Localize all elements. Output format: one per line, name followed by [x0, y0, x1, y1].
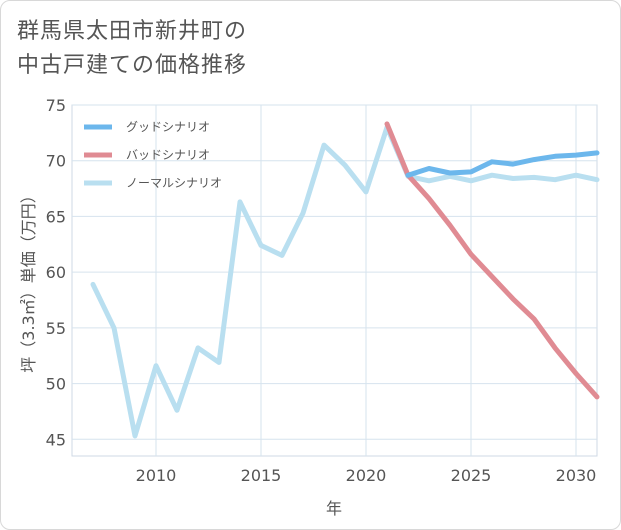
x-axis-label: 年: [326, 499, 342, 518]
x-tick-label: 2020: [346, 466, 387, 485]
legend-label: バッドシナリオ: [126, 148, 210, 162]
series-line-1: [405, 150, 600, 178]
y-tick-label: 50: [46, 375, 66, 394]
chart-title-line1: 群馬県太田市新井町の: [17, 19, 248, 44]
axis-ticks: 45 50 55 60 65 70 75 2010 2015 2020 2025 2030: [46, 96, 597, 485]
chart-title-line2: 中古戸建ての価格推移: [17, 53, 248, 78]
y-tick-label: 75: [46, 96, 66, 115]
x-tick-label: 2025: [451, 466, 492, 485]
y-tick-label: 55: [46, 319, 66, 338]
y-axis-label: 坪（3.3㎡）単価（万円）: [19, 187, 38, 372]
series-line-3: [90, 124, 600, 439]
series-line-2: [384, 121, 600, 400]
legend-label: ノーマルシナリオ: [126, 176, 222, 190]
y-tick-label: 60: [46, 263, 66, 282]
grid-lines: [72, 104, 597, 456]
x-tick-label: 2030: [556, 466, 597, 485]
x-tick-label: 2015: [241, 466, 282, 485]
legend-label: グッドシナリオ: [126, 120, 210, 134]
y-tick-label: 70: [46, 152, 66, 171]
chart-title: 群馬県太田市新井町の 中古戸建ての価格推移: [17, 15, 247, 83]
series-lines: [90, 121, 600, 439]
y-tick-label: 45: [46, 430, 66, 449]
x-tick-label: 2010: [136, 466, 177, 485]
y-tick-label: 65: [46, 207, 66, 226]
